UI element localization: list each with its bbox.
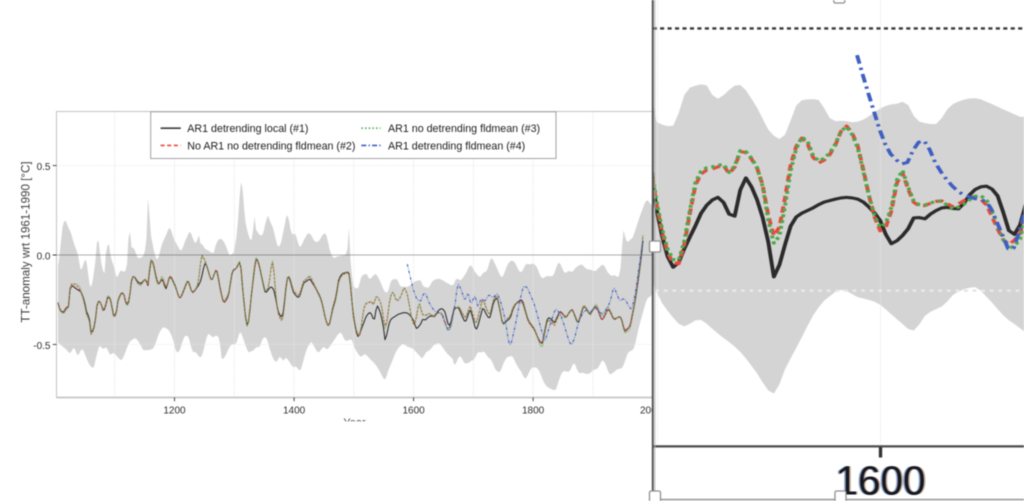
svg-text:1800: 1800 — [522, 405, 545, 416]
svg-text:1200: 1200 — [163, 405, 186, 416]
svg-text:1600: 1600 — [402, 405, 425, 416]
svg-text:-0.5: -0.5 — [33, 341, 51, 352]
svg-text:1600: 1600 — [834, 458, 924, 501]
svg-text:2000: 2000 — [640, 405, 663, 416]
svg-text:1400: 1400 — [283, 405, 306, 416]
svg-text:AR1 detrending fldmean (#4): AR1 detrending fldmean (#4) — [388, 140, 525, 152]
svg-text:AR1 no detrending fldmean (#3): AR1 no detrending fldmean (#3) — [388, 123, 540, 135]
svg-text:No AR1 no detrending fldmean (: No AR1 no detrending fldmean (#2) — [187, 140, 355, 152]
svg-text:0.0: 0.0 — [37, 252, 51, 263]
svg-text:1600: 1600 — [835, 458, 925, 501]
svg-text:1600: 1600 — [837, 458, 927, 501]
svg-text:0.5: 0.5 — [37, 162, 51, 173]
svg-text:TT-anomaly wrt 1961-1990 [°C]: TT-anomaly wrt 1961-1990 [°C] — [19, 161, 32, 322]
svg-text:AR1 detrending local (#1): AR1 detrending local (#1) — [187, 123, 308, 135]
